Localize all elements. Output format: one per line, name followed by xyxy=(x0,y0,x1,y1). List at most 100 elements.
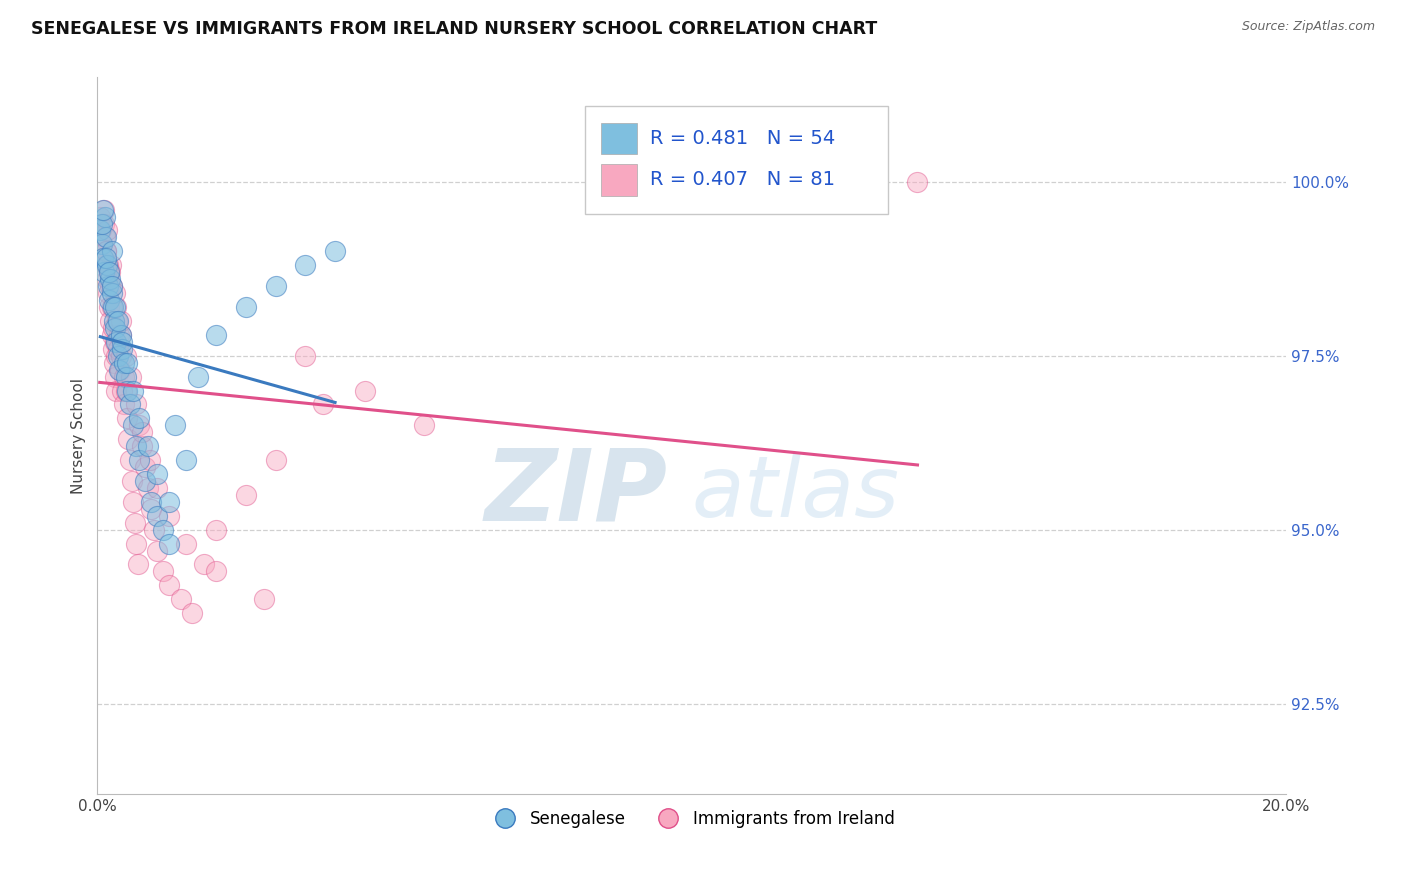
Point xyxy=(93,217,115,231)
Point xyxy=(115,384,138,398)
Point xyxy=(100,258,122,272)
Point xyxy=(353,384,375,398)
Point xyxy=(96,258,118,272)
Point xyxy=(122,418,145,433)
Point xyxy=(91,202,114,217)
Point xyxy=(105,300,128,314)
Point xyxy=(94,210,117,224)
Point xyxy=(205,327,228,342)
Text: Source: ZipAtlas.com: Source: ZipAtlas.com xyxy=(1241,20,1375,33)
Point xyxy=(139,501,162,516)
Point xyxy=(146,467,169,481)
Point xyxy=(134,474,156,488)
Point xyxy=(111,334,134,349)
Point xyxy=(294,349,316,363)
Point xyxy=(96,230,118,244)
Point xyxy=(89,210,111,224)
Point xyxy=(93,202,115,217)
Point xyxy=(101,300,124,314)
Point xyxy=(121,474,143,488)
Point xyxy=(264,279,287,293)
Point xyxy=(103,334,125,349)
Point xyxy=(91,237,114,252)
Point xyxy=(142,523,165,537)
Text: SENEGALESE VS IMMIGRANTS FROM IRELAND NURSERY SCHOOL CORRELATION CHART: SENEGALESE VS IMMIGRANTS FROM IRELAND NU… xyxy=(31,20,877,37)
Point xyxy=(111,384,134,398)
Point xyxy=(157,536,180,550)
Point xyxy=(169,592,191,607)
Y-axis label: Nursery School: Nursery School xyxy=(72,377,86,494)
Point xyxy=(181,606,204,620)
Point xyxy=(104,321,127,335)
Point xyxy=(118,397,141,411)
Point xyxy=(323,244,346,259)
Point xyxy=(94,230,117,244)
Point xyxy=(136,481,159,495)
Point xyxy=(100,265,122,279)
Point xyxy=(128,418,150,433)
FancyBboxPatch shape xyxy=(602,164,637,195)
Point xyxy=(100,244,122,259)
Point xyxy=(98,293,121,307)
Point xyxy=(128,411,150,425)
Point xyxy=(131,439,153,453)
Point xyxy=(98,265,121,279)
Point xyxy=(110,349,132,363)
Point xyxy=(125,536,148,550)
Point xyxy=(96,223,118,237)
Point xyxy=(127,558,149,572)
Point xyxy=(235,300,257,314)
Point xyxy=(111,342,134,356)
Point xyxy=(120,369,142,384)
Point xyxy=(413,418,436,433)
Point xyxy=(205,565,228,579)
Point xyxy=(100,272,122,286)
Text: R = 0.407   N = 81: R = 0.407 N = 81 xyxy=(650,170,835,189)
Point xyxy=(136,439,159,453)
Text: atlas: atlas xyxy=(692,451,900,534)
Point xyxy=(96,244,118,259)
Point xyxy=(294,258,316,272)
Point xyxy=(112,369,135,384)
Point xyxy=(108,362,131,376)
Point xyxy=(91,252,114,266)
Point xyxy=(176,536,198,550)
FancyBboxPatch shape xyxy=(602,122,637,154)
Point xyxy=(312,397,335,411)
Point xyxy=(157,495,180,509)
Point xyxy=(98,300,121,314)
Point xyxy=(157,578,180,592)
Point xyxy=(103,356,125,370)
Point xyxy=(100,314,122,328)
Point xyxy=(97,286,120,301)
Point xyxy=(117,432,139,446)
Point xyxy=(91,217,114,231)
Point xyxy=(90,223,112,237)
Text: R = 0.481   N = 54: R = 0.481 N = 54 xyxy=(650,128,835,148)
Point xyxy=(110,327,132,342)
Point xyxy=(152,523,174,537)
Point xyxy=(94,244,117,259)
Point xyxy=(107,314,129,328)
Point xyxy=(103,321,125,335)
Point xyxy=(105,314,128,328)
Point xyxy=(122,495,145,509)
Point xyxy=(122,384,145,398)
Point xyxy=(205,523,228,537)
Text: ZIP: ZIP xyxy=(485,444,668,541)
Point xyxy=(101,286,124,301)
Point xyxy=(100,327,122,342)
Point xyxy=(112,397,135,411)
Point xyxy=(108,362,131,376)
Point xyxy=(115,369,138,384)
FancyBboxPatch shape xyxy=(585,106,887,213)
Point xyxy=(264,453,287,467)
Point xyxy=(115,349,138,363)
Point xyxy=(146,543,169,558)
Point xyxy=(163,418,186,433)
Point xyxy=(115,384,138,398)
Point xyxy=(131,425,153,440)
Point xyxy=(146,481,169,495)
Point xyxy=(108,327,131,342)
Point xyxy=(118,453,141,467)
